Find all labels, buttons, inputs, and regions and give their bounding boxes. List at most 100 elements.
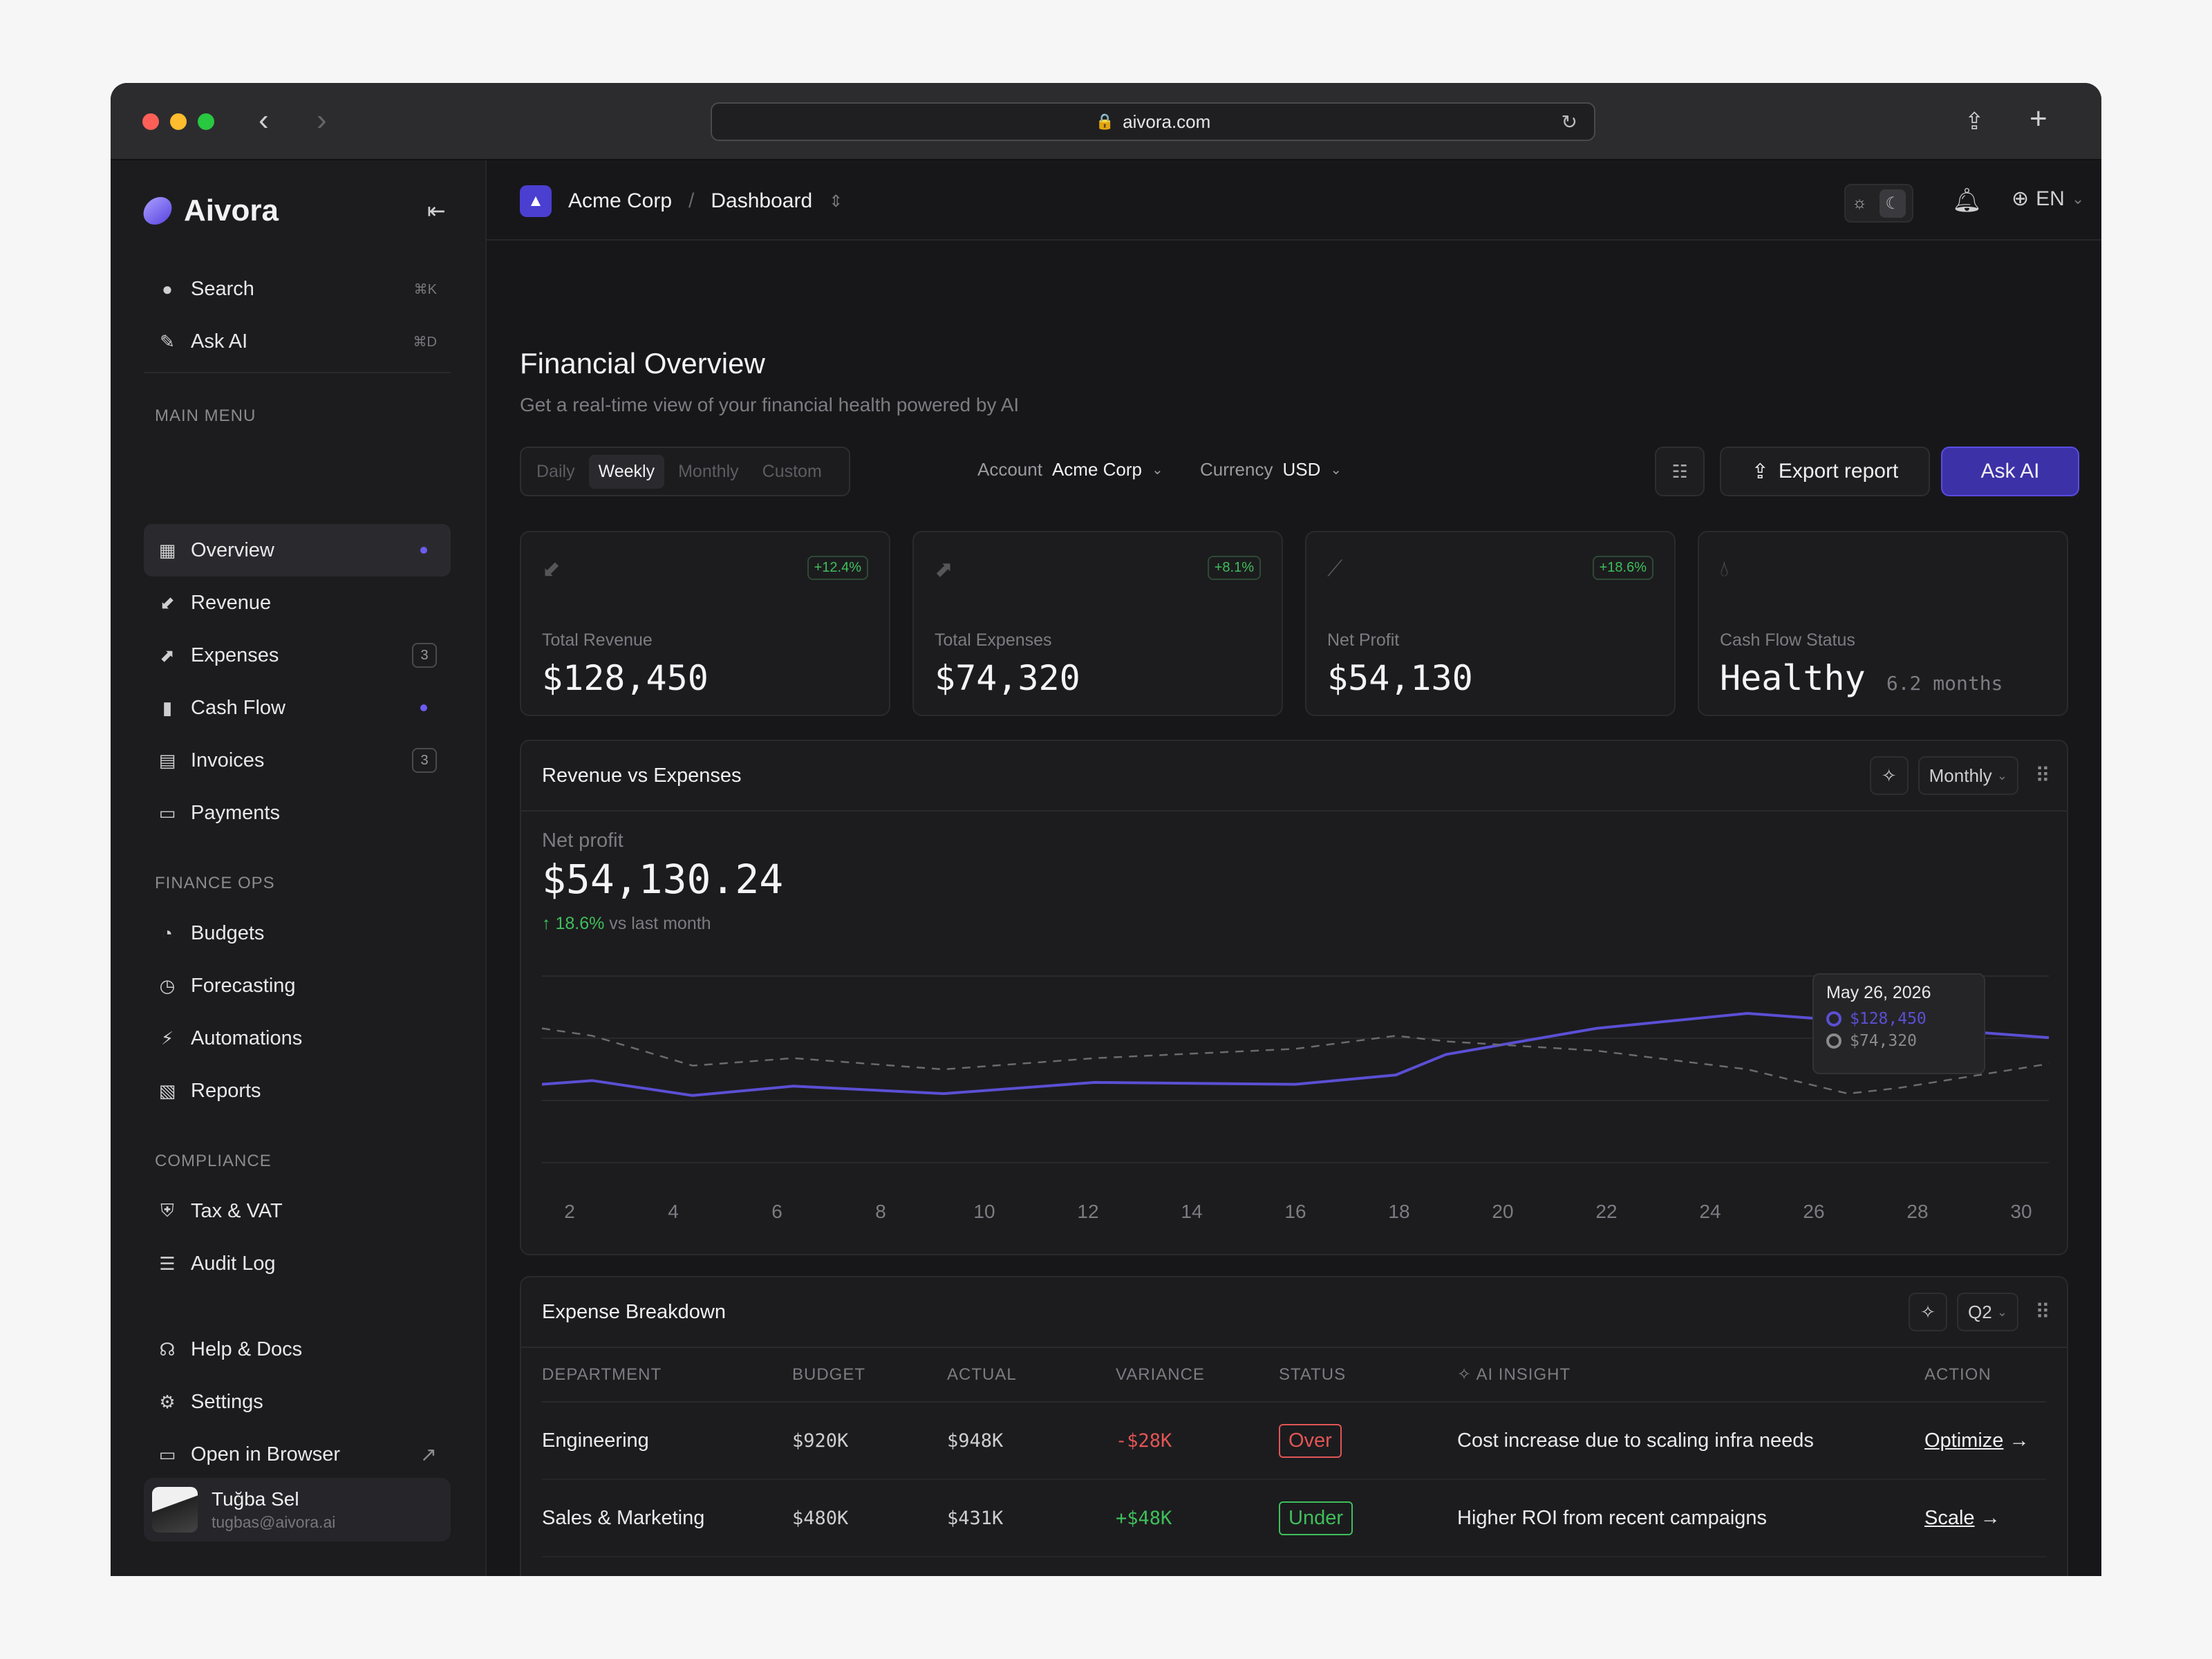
top-bar: ▲ Acme Corp / Dashboard ⇕ ☼ ☾ 🔔︎ ⊕ EN ⌄: [487, 160, 2101, 241]
sidebar-item-expenses[interactable]: ⬈ Expenses 3: [144, 629, 451, 682]
kpi-card-cash-flow: 💧︎ Cash Flow Status Healthy 6.2 months: [1698, 531, 2068, 716]
upload-icon: ⇪: [1751, 460, 1769, 483]
x-tick-label: 2: [564, 1201, 575, 1222]
section-compliance: COMPLIANCE: [155, 1152, 272, 1170]
sidebar-item-help-docs[interactable]: ☊ Help & Docs: [144, 1323, 451, 1376]
period-custom[interactable]: Custom: [762, 461, 822, 481]
quarter-dropdown[interactable]: Q2 ⌄: [1957, 1293, 2019, 1331]
cell-budget: $320K: [792, 1557, 947, 1576]
kpi-change-badge: +18.6%: [1592, 556, 1653, 580]
action-link[interactable]: Optimize: [1924, 1429, 2004, 1452]
chevron-down-icon: ⌄: [2071, 189, 2085, 207]
currency-filter[interactable]: Currency USD ⌄: [1200, 459, 1342, 480]
table-row: Sales & Marketing $480K $431K +$48K Under Hig…: [542, 1479, 2046, 1557]
bolt-icon: ⚡: [160, 1027, 174, 1049]
sidebar-item-budgets[interactable]: ◔ Budgets: [144, 907, 451, 959]
sidebar-item-audit-log[interactable]: ☰ Audit Log: [144, 1237, 451, 1290]
grid-menu-icon[interactable]: ⠿: [2035, 764, 2050, 787]
grid-menu-icon[interactable]: ⠿: [2035, 1300, 2050, 1324]
user-email: tugbas@aivora.ai: [212, 1512, 336, 1531]
arrow-right-icon: →: [2009, 1429, 2030, 1452]
maximize-window-button[interactable]: [198, 113, 214, 130]
invoice-icon: ▤: [158, 749, 176, 771]
account-filter[interactable]: Account Acme Corp ⌄: [977, 459, 1163, 480]
sidebar-item-forecasting[interactable]: ◷ Forecasting: [144, 959, 451, 1012]
kpi-label: Net Profit: [1327, 630, 1400, 650]
reload-icon[interactable]: ↻: [1561, 111, 1577, 133]
breadcrumb-page[interactable]: Dashboard: [711, 189, 813, 212]
kpi-value: $54,130: [1327, 658, 1473, 698]
net-profit-change: ↑ 18.6% vs last month: [542, 914, 711, 933]
period-monthly[interactable]: Monthly: [678, 461, 739, 481]
table-row: Infrastructure$320K$387K-$67KCriticalAWS…: [542, 1557, 2046, 1576]
action-link[interactable]: Scale: [1924, 1506, 1975, 1529]
sidebar-item-ask-ai[interactable]: ✎ Ask AI ⌘D: [144, 315, 451, 368]
cell-actual: $948K: [947, 1402, 1116, 1480]
table-row: Engineering $920K $948K -$28K Over Cost incre…: [542, 1402, 2046, 1480]
pie-icon: ◔: [162, 922, 173, 944]
kpi-value: $74,320: [935, 658, 1080, 698]
collapse-sidebar-icon[interactable]: ⇤: [427, 198, 446, 223]
x-tick-label: 22: [1595, 1201, 1617, 1222]
sun-icon[interactable]: ☼: [1852, 194, 1868, 212]
sidebar-item-search[interactable]: ● Search ⌘K: [144, 263, 451, 315]
panel-title: Expense Breakdown: [542, 1300, 726, 1323]
filter-settings-button[interactable]: ☷: [1655, 447, 1705, 496]
sparkle-icon: ✧: [1881, 765, 1897, 786]
sidebar: Aivora ⇤ ● Search ⌘K ✎ Ask AI ⌘D MAIN ME…: [111, 160, 487, 1576]
cell-department: Engineering: [542, 1402, 792, 1480]
breadcrumb-org[interactable]: Acme Corp: [568, 189, 673, 212]
kpi-label: Total Revenue: [542, 630, 653, 650]
sidebar-item-reports[interactable]: ▧ Reports: [158, 1079, 261, 1102]
range-dropdown[interactable]: Monthly ⌄: [1918, 756, 2019, 795]
cell-department: Sales & Marketing: [542, 1479, 792, 1557]
moon-icon[interactable]: ☾: [1880, 189, 1906, 218]
user-profile[interactable]: Tuğba Sel tugbas@aivora.ai: [144, 1478, 451, 1541]
share-icon[interactable]: ⇪: [1965, 109, 1985, 135]
sidebar-item-automations[interactable]: ⚡ Automations: [144, 1012, 451, 1065]
panel-header: Revenue vs Expenses ✧ Monthly ⌄ ⠿: [521, 741, 2067, 812]
sidebar-item-cash-flow[interactable]: ▮ Cash Flow: [144, 682, 451, 734]
ai-sparkle-button[interactable]: ✧: [1869, 756, 1909, 795]
new-tab-icon[interactable]: +: [2030, 102, 2047, 135]
sidebar-item-invoices[interactable]: ▤ Invoices 3: [144, 734, 451, 787]
kpi-change-badge: +8.1%: [1207, 556, 1261, 580]
sidebar-item-overview[interactable]: ▦ Overview: [144, 524, 451, 577]
col-action: ACTION: [1924, 1348, 2046, 1403]
language-selector[interactable]: ⊕ EN ⌄: [2012, 187, 2085, 211]
minimize-window-button[interactable]: [170, 113, 187, 130]
sidebar-item-tax-vat[interactable]: ⛨ Tax & VAT: [144, 1185, 451, 1237]
chevron-updown-icon[interactable]: ⇕: [829, 191, 843, 211]
brand-logo[interactable]: Aivora: [140, 194, 279, 228]
period-weekly[interactable]: Weekly: [588, 454, 665, 489]
x-tick-label: 20: [1492, 1201, 1513, 1222]
sidebar-item-settings[interactable]: ⚙ Settings: [144, 1376, 451, 1428]
theme-toggle[interactable]: ☼ ☾: [1844, 184, 1913, 223]
cell-variance: -$28K: [1116, 1402, 1279, 1480]
trend-chart-icon: ⟋: [1327, 556, 1343, 581]
ai-sparkle-button[interactable]: ✧: [1909, 1293, 1947, 1331]
export-report-button[interactable]: ⇪ Export report: [1720, 447, 1930, 496]
status-badge: Over: [1279, 1423, 1342, 1458]
back-icon[interactable]: ‹: [259, 103, 269, 137]
period-daily[interactable]: Daily: [536, 461, 575, 481]
sidebar-item-revenue[interactable]: ⬋ Revenue: [144, 577, 451, 629]
sidebar-item-payments[interactable]: ▭ Payments: [158, 801, 280, 824]
arrow-up-right-icon: ⬈: [160, 644, 175, 666]
bell-icon[interactable]: 🔔︎: [1952, 187, 1983, 214]
address-bar[interactable]: 🔒 aivora.com ↻: [711, 102, 1595, 141]
drop-icon: 💧︎: [1720, 556, 1729, 581]
kpi-value: Healthy 6.2 months: [1720, 658, 2003, 698]
forward-icon[interactable]: ›: [317, 103, 327, 137]
section-main-menu: MAIN MENU: [155, 406, 256, 425]
grid-icon: ▦: [158, 539, 176, 561]
close-window-button[interactable]: [142, 113, 159, 130]
org-logo-icon: ▲: [520, 185, 552, 217]
page-subtitle: Get a real-time view of your financial h…: [520, 394, 1020, 415]
sidebar-item-open-in-browser[interactable]: ▭ Open in Browser ↗: [158, 1443, 437, 1466]
kpi-card-net-profit: ⟋ +18.6% Net Profit $54,130: [1305, 531, 1676, 716]
url-text: aivora.com: [1123, 111, 1211, 132]
ask-ai-button[interactable]: Ask AI: [1941, 447, 2079, 496]
lock-icon: 🔒: [1095, 113, 1115, 130]
user-name: Tuğba Sel: [212, 1488, 299, 1510]
